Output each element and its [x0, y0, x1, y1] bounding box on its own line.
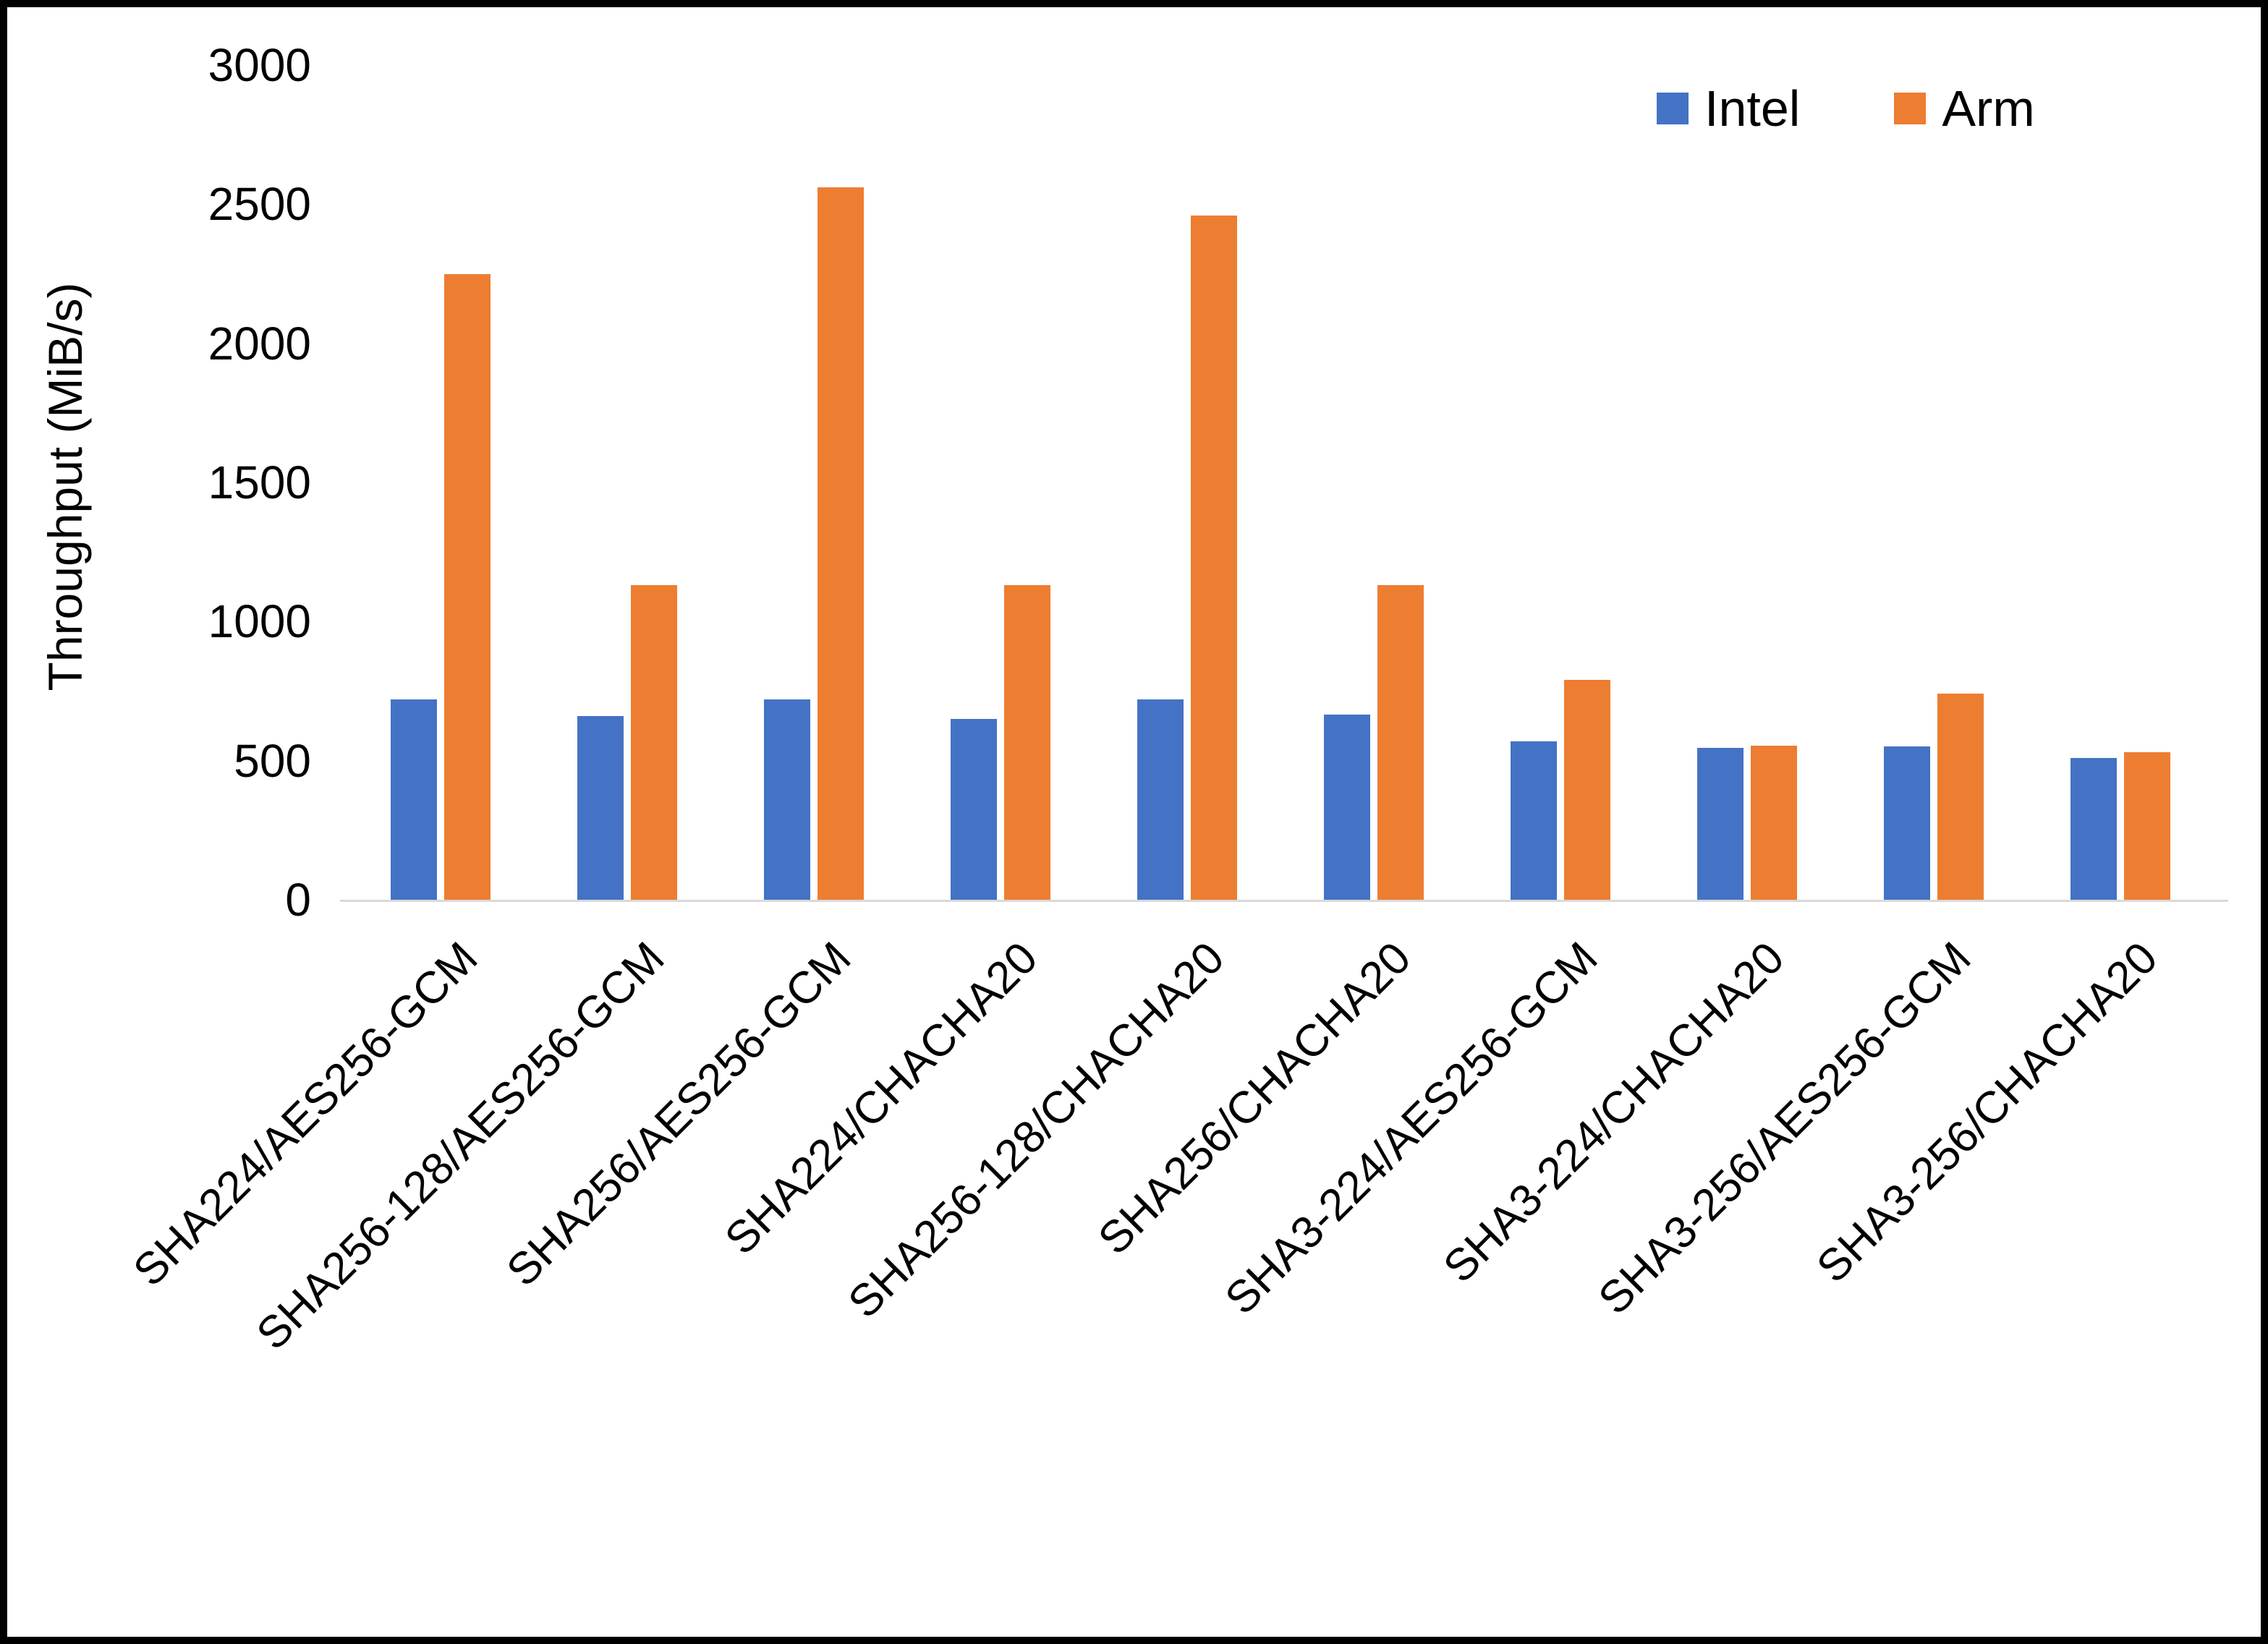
- x-category-label: SHA224/CHACHA20: [715, 932, 1048, 1264]
- bar-intel-9: [2070, 757, 2117, 900]
- y-axis-tick-label: 1500: [208, 456, 311, 508]
- y-axis-tick-label: 2000: [208, 317, 311, 370]
- bar-intel-3: [951, 718, 997, 900]
- y-axis-tick-label: 1000: [208, 595, 311, 648]
- legend-item-intel: Intel: [1657, 83, 1800, 134]
- x-category-label: SHA256/AES256-GCM: [497, 932, 861, 1296]
- bar-intel-6: [1511, 741, 1557, 900]
- x-category-label: SHA3-256/CHACHA20: [1807, 932, 2167, 1292]
- legend: Intel Arm: [1657, 83, 2035, 134]
- bar-arm-3: [1004, 585, 1050, 900]
- bar-arm-6: [1564, 680, 1610, 900]
- bar-arm-9: [2124, 752, 2170, 900]
- x-category-label: SHA256/CHACHA20: [1089, 932, 1421, 1264]
- y-axis-tick-label: 3000: [208, 39, 311, 91]
- y-axis-title: Throughput (MiB/s): [38, 282, 92, 691]
- x-category-label: SHA256-128/CHACHA20: [838, 932, 1234, 1328]
- intel-series-swatch: [1657, 93, 1689, 124]
- bar-arm-1: [631, 585, 677, 900]
- y-axis-tick-label: 0: [285, 874, 311, 926]
- bar-chart: Throughput (MiB/s) Intel Arm 0 500 1000 150…: [7, 7, 2261, 1637]
- x-category-label: SHA3-256/AES256-GCM: [1589, 932, 1981, 1324]
- bar-arm-4: [1191, 215, 1237, 900]
- legend-label-arm: Arm: [1942, 80, 2035, 137]
- y-axis-tick-label: 500: [234, 734, 311, 787]
- bar-arm-8: [1937, 694, 1984, 900]
- bar-intel-8: [1884, 746, 1930, 900]
- bar-intel-1: [577, 716, 624, 900]
- x-category-label: SHA3-224/CHACHA20: [1434, 932, 1794, 1292]
- y-axis-tick-label: 2500: [208, 178, 311, 231]
- bar-intel-2: [764, 699, 810, 900]
- bar-intel-7: [1697, 748, 1744, 900]
- legend-label-intel: Intel: [1704, 80, 1801, 137]
- bar-arm-7: [1751, 745, 1797, 900]
- arm-series-swatch: [1894, 93, 1927, 124]
- bar-arm-2: [817, 187, 864, 900]
- bar-intel-5: [1324, 715, 1370, 900]
- x-category-label: SHA224/AES256-GCM: [124, 932, 488, 1296]
- bar-arm-5: [1377, 585, 1424, 900]
- x-category-label: SHA3-224/AES256-GCM: [1215, 932, 1607, 1324]
- x-axis-line: [340, 900, 2228, 902]
- bar-intel-4: [1137, 699, 1184, 900]
- legend-item-arm: Arm: [1894, 80, 2035, 137]
- bar-arm-0: [444, 273, 490, 900]
- bar-intel-0: [391, 699, 437, 900]
